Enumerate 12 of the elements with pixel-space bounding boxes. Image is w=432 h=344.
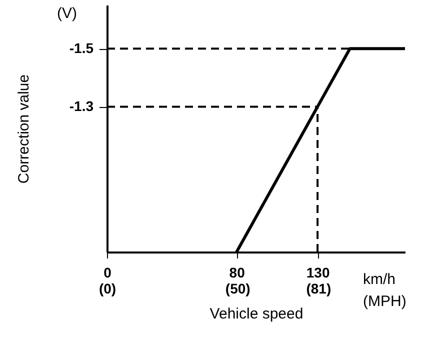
x-tick-label: 130 — [306, 264, 330, 280]
x2-tick-label: (0) — [98, 280, 116, 296]
text: (V) — [57, 5, 77, 22]
y-tick-label: -1.5 — [69, 40, 94, 56]
x-tick-label: 0 — [104, 264, 112, 280]
x-tick-label: 80 — [229, 264, 246, 280]
y-axis-title: Correction value — [15, 74, 32, 184]
x-axis-title: Vehicle speed — [210, 306, 304, 322]
x2-tick-label: (81) — [306, 280, 332, 296]
text: km/h (MPH) — [363, 271, 406, 310]
y-tick-label: -1.3 — [69, 98, 94, 114]
x2-tick-label: (50) — [225, 280, 250, 296]
